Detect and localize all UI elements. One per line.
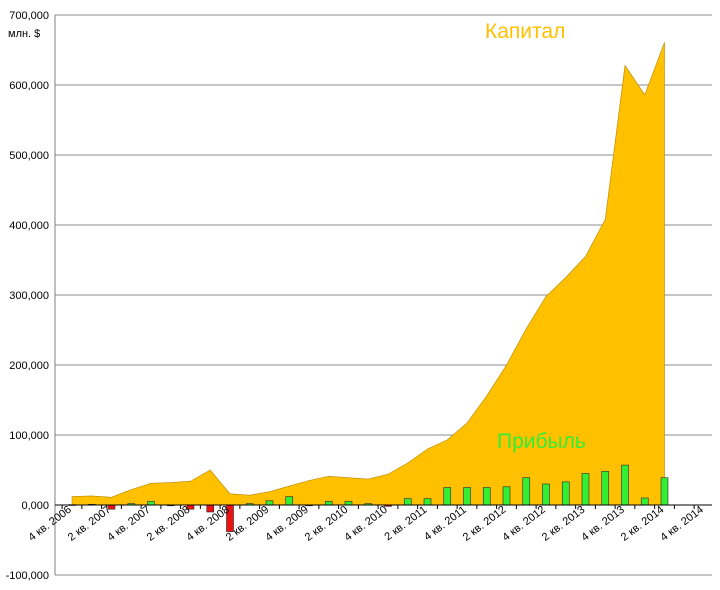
profit-bar xyxy=(147,501,155,506)
profit-bar xyxy=(344,501,353,506)
series-label-profit: Прибыль xyxy=(497,430,586,453)
profit-bar xyxy=(265,500,274,506)
profit-bar xyxy=(621,464,629,506)
profit-bar xyxy=(403,498,412,506)
y-tick-labels: 700,000 600,000 500,000 400,000 300,000 200,0… xyxy=(6,10,49,582)
unit-label: млн. $ xyxy=(8,28,40,40)
x-tick-label: 4 кв. 2011 xyxy=(422,504,469,543)
y-tick-label: 100,000 xyxy=(9,430,49,442)
profit-bar xyxy=(324,501,333,506)
x-tick-label: 2 кв. 2011 xyxy=(382,504,429,543)
gridlines xyxy=(55,14,712,576)
y-tick-label: 0,000 xyxy=(21,500,49,512)
profit-bar xyxy=(502,486,511,506)
capital-area xyxy=(71,42,665,506)
profit-bar xyxy=(463,487,471,506)
profit-bar xyxy=(601,471,610,506)
series-label-capital: Капитал xyxy=(485,20,565,43)
profit-bar xyxy=(423,498,432,506)
x-tick-label: 2 кв. 2008 xyxy=(145,504,192,544)
profit-bar xyxy=(581,473,590,506)
profit-bar xyxy=(206,504,215,513)
x-tick-label: 4 кв. 2013 xyxy=(579,504,626,544)
y-tick-label: 600,000 xyxy=(9,80,49,92)
profit-bar xyxy=(660,477,669,506)
x-tick-label: 2 кв. 2012 xyxy=(461,504,508,544)
y-tick-label: 500,000 xyxy=(9,150,49,162)
x-tick-label: 4 кв. 2012 xyxy=(500,504,547,544)
x-tick-label: 2 кв. 2007 xyxy=(66,504,113,544)
y-tick-label: 200,000 xyxy=(9,360,49,372)
profit-bar xyxy=(522,477,531,506)
x-tick-label: 2 кв. 2014 xyxy=(619,504,666,544)
y-tick-label: -100,000 xyxy=(6,570,49,582)
profit-bar xyxy=(443,487,452,506)
profit-bar xyxy=(640,497,649,506)
profit-bar xyxy=(542,483,550,506)
y-tick-label: 300,000 xyxy=(9,290,49,302)
x-tick-label: 2 кв. 2010 xyxy=(303,504,350,544)
profit-bars xyxy=(68,464,669,532)
x-tick-label: 4 кв. 2010 xyxy=(342,504,389,544)
x-tick-label: 2 кв. 2013 xyxy=(540,504,587,544)
axes xyxy=(54,15,712,575)
x-tick-label: 4 кв. 2014 xyxy=(658,504,705,544)
y-tick-label: 400,000 xyxy=(9,220,49,232)
profit-bar xyxy=(285,496,294,506)
x-tick-label: 4 кв. 2009 xyxy=(263,504,310,544)
y-tick-label: 700,000 xyxy=(9,10,49,22)
profit-bar xyxy=(482,487,491,506)
x-tick-label: 4 кв. 2007 xyxy=(105,504,152,544)
profit-bar xyxy=(561,481,570,506)
